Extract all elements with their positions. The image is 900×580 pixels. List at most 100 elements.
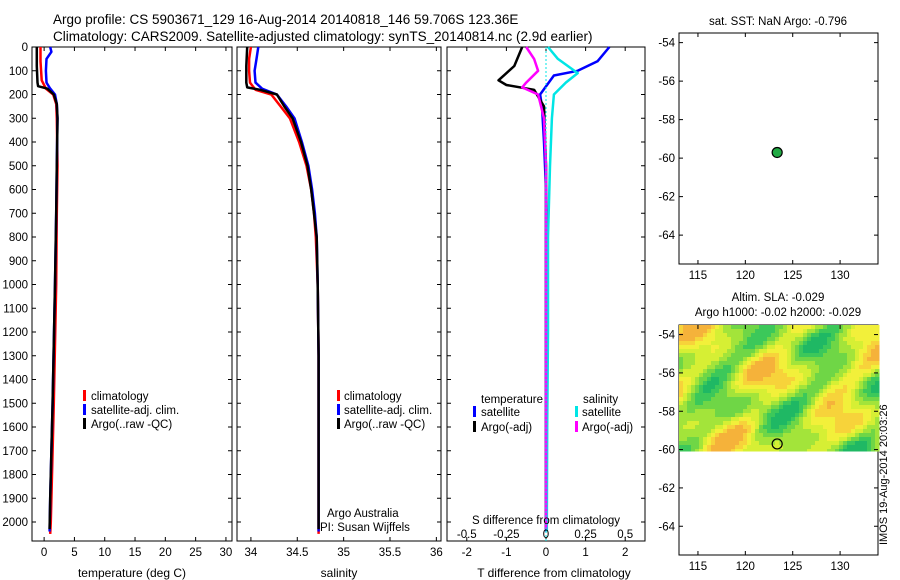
heat-cell — [823, 389, 828, 394]
heat-cell — [695, 433, 700, 438]
heat-cell — [775, 369, 780, 374]
heat-cell — [683, 405, 688, 410]
heat-cell — [799, 369, 804, 374]
heat-cell — [839, 353, 844, 358]
heat-cell — [711, 373, 716, 378]
heat-cell — [875, 385, 880, 390]
heat-cell — [735, 413, 740, 418]
heat-cell — [771, 413, 776, 418]
heat-cell — [811, 425, 816, 430]
heat-cell — [711, 365, 716, 370]
heat-cell — [779, 325, 784, 330]
heat-cell — [767, 353, 772, 358]
heat-cell — [827, 393, 832, 398]
heat-cell — [803, 353, 808, 358]
heat-cell — [799, 341, 804, 346]
heat-cell — [731, 413, 736, 418]
heat-cell — [819, 357, 824, 362]
heat-cell — [783, 365, 788, 370]
heat-cell — [847, 437, 852, 442]
heat-cell — [755, 333, 760, 338]
heat-cell — [815, 381, 820, 386]
difference-profile-xtick-label: 0 — [543, 547, 549, 559]
heat-cell — [695, 405, 700, 410]
heat-cell — [735, 429, 740, 434]
heat-cell — [875, 433, 880, 438]
heat-cell — [859, 353, 864, 358]
heat-cell — [731, 433, 736, 438]
heat-cell — [727, 373, 732, 378]
heat-cell — [719, 381, 724, 386]
heat-cell — [687, 437, 692, 442]
heat-cell — [823, 445, 828, 450]
heat-cell — [855, 361, 860, 366]
heat-cell — [783, 385, 788, 390]
heat-cell — [707, 405, 712, 410]
heat-cell — [807, 349, 812, 354]
heat-cell — [827, 373, 832, 378]
heat-cell — [747, 329, 752, 334]
heat-cell — [727, 429, 732, 434]
heat-cell — [795, 381, 800, 386]
heat-cell — [775, 353, 780, 358]
heat-cell — [871, 433, 876, 438]
heat-cell — [783, 429, 788, 434]
heat-cell — [687, 365, 692, 370]
heat-cell — [867, 381, 872, 386]
heat-cell — [815, 377, 820, 382]
heat-cell — [759, 429, 764, 434]
heat-cell — [739, 381, 744, 386]
heat-cell — [723, 433, 728, 438]
heat-cell — [867, 409, 872, 414]
heat-cell — [815, 369, 820, 374]
heat-cell — [711, 325, 716, 330]
heat-cell — [683, 433, 688, 438]
heat-cell — [803, 373, 808, 378]
heat-cell — [811, 397, 816, 402]
heat-cell — [743, 409, 748, 414]
heat-cell — [683, 373, 688, 378]
heat-cell — [851, 381, 856, 386]
heat-cell — [839, 373, 844, 378]
heat-cell — [735, 409, 740, 414]
heat-cell — [727, 389, 732, 394]
heat-cell — [791, 369, 796, 374]
heat-cell — [723, 377, 728, 382]
heat-cell — [735, 449, 740, 452]
heat-cell — [867, 365, 872, 370]
heat-cell — [739, 325, 744, 330]
heat-cell — [723, 429, 728, 434]
heat-cell — [743, 341, 748, 346]
heat-cell — [807, 377, 812, 382]
heat-cell — [755, 365, 760, 370]
heat-cell — [819, 333, 824, 338]
heat-cell — [735, 337, 740, 342]
heat-cell — [867, 397, 872, 402]
heat-cell — [863, 417, 868, 422]
heat-cell — [687, 413, 692, 418]
heat-cell — [819, 449, 824, 452]
heat-cell — [851, 393, 856, 398]
heat-cell — [683, 421, 688, 426]
heat-cell — [875, 405, 880, 410]
heat-cell — [795, 433, 800, 438]
heat-cell — [743, 369, 748, 374]
heat-cell — [711, 377, 716, 382]
heat-cell — [747, 413, 752, 418]
heat-cell — [867, 385, 872, 390]
heat-cell — [815, 445, 820, 450]
heat-cell — [691, 441, 696, 446]
heat-cell — [839, 361, 844, 366]
heat-cell — [727, 349, 732, 354]
heat-cell — [763, 361, 768, 366]
heat-cell — [843, 401, 848, 406]
heat-cell — [843, 393, 848, 398]
heat-cell — [739, 401, 744, 406]
heat-cell — [779, 345, 784, 350]
heat-cell — [835, 441, 840, 446]
heat-cell — [779, 333, 784, 338]
heat-cell — [687, 449, 692, 452]
heat-cell — [847, 329, 852, 334]
heat-cell — [763, 417, 768, 422]
heat-cell — [795, 421, 800, 426]
